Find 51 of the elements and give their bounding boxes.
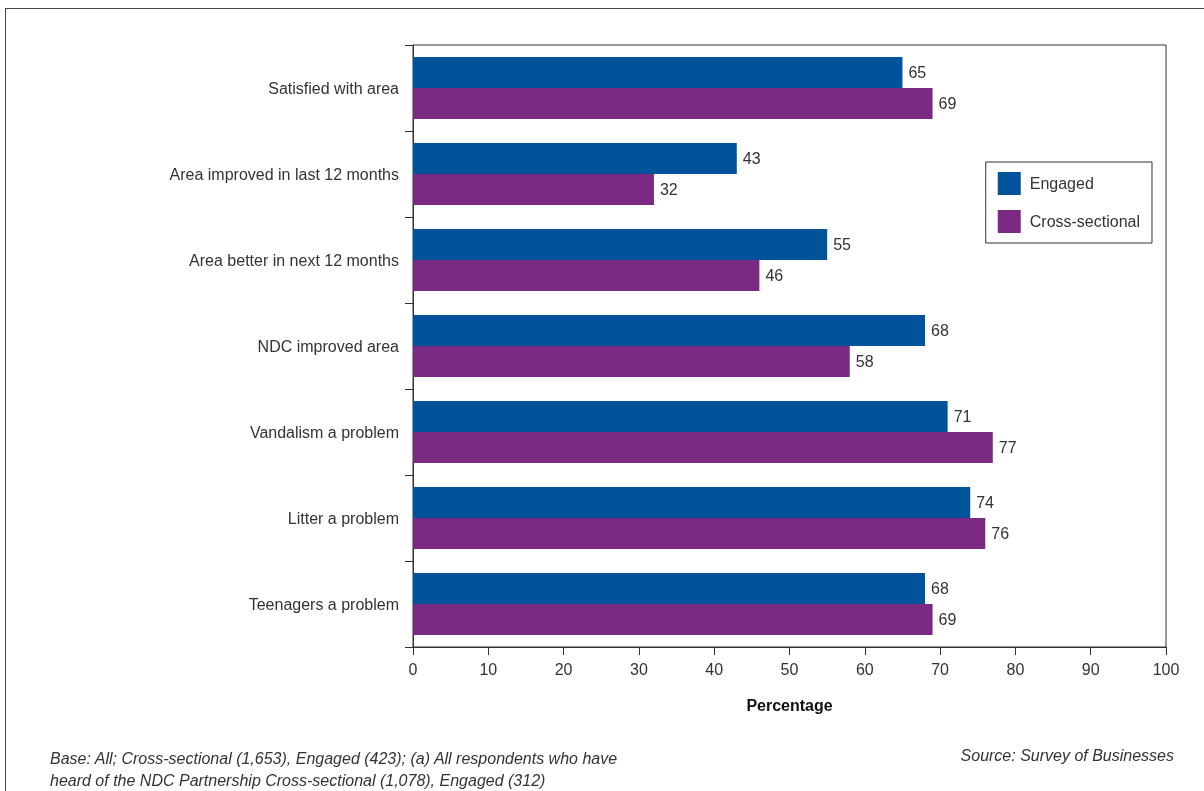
x-axis-title: Percentage [746, 696, 833, 714]
data-label: 71 [953, 408, 972, 425]
data-label: 32 [659, 181, 678, 198]
data-label: 65 [908, 64, 927, 81]
source-note: Source: Survey of Businesses [960, 746, 1174, 764]
legend-label: Cross-sectional [1029, 213, 1141, 230]
y-tick-label: Satisfied with area [268, 79, 400, 97]
bar [413, 487, 971, 518]
y-tick-label: Area better in next 12 months [189, 251, 399, 269]
y-tick-label: Area improved in last 12 months [169, 165, 399, 183]
bar [413, 346, 850, 377]
bar [413, 174, 654, 205]
text: Base: All; Cross-sectional (1,653), Engaged (423); (a) All respondents who have heard of the NDC Partnership Cross-sectional (1,078), Engaged (312) [50, 749, 622, 789]
x-tick-label: 100 [1152, 660, 1180, 678]
x-tick-label: 40 [705, 660, 724, 678]
data-label: 76 [991, 525, 1010, 542]
bar [413, 57, 903, 88]
bar [413, 229, 828, 260]
bar [413, 260, 760, 291]
x-tick-label: 50 [780, 660, 799, 678]
y-tick-label: Litter a problem [287, 509, 399, 527]
bar [413, 573, 926, 604]
bar [413, 88, 933, 119]
data-label: 68 [931, 322, 949, 339]
data-label: 68 [931, 580, 949, 597]
data-label: 43 [742, 150, 761, 167]
bar [413, 315, 926, 346]
data-label: 55 [833, 236, 852, 253]
x-tick-label: 30 [630, 660, 648, 678]
x-tick-label: 60 [855, 660, 874, 678]
bar [413, 518, 986, 549]
data-label: 74 [976, 494, 995, 511]
y-tick-label: Teenagers a problem [248, 595, 399, 613]
legend-label: Engaged [1029, 175, 1094, 192]
x-tick-label: 70 [931, 660, 950, 678]
data-label: 58 [855, 353, 874, 370]
x-tick-label: 10 [479, 660, 498, 678]
data-label: 77 [998, 439, 1017, 456]
data-label: 69 [938, 95, 957, 112]
y-tick-label: Vandalism a problem [249, 423, 399, 441]
x-tick-label: 90 [1081, 660, 1100, 678]
x-tick-label: 0 [408, 660, 418, 678]
x-tick-label: 80 [1006, 660, 1025, 678]
y-tick-label: NDC improved area [257, 337, 400, 355]
x-tick-label: 20 [554, 660, 573, 678]
bar [413, 143, 737, 174]
data-label: 69 [938, 611, 957, 628]
bar [413, 432, 993, 463]
data-label: 46 [765, 267, 784, 284]
bar [413, 604, 933, 635]
bar [413, 401, 948, 432]
